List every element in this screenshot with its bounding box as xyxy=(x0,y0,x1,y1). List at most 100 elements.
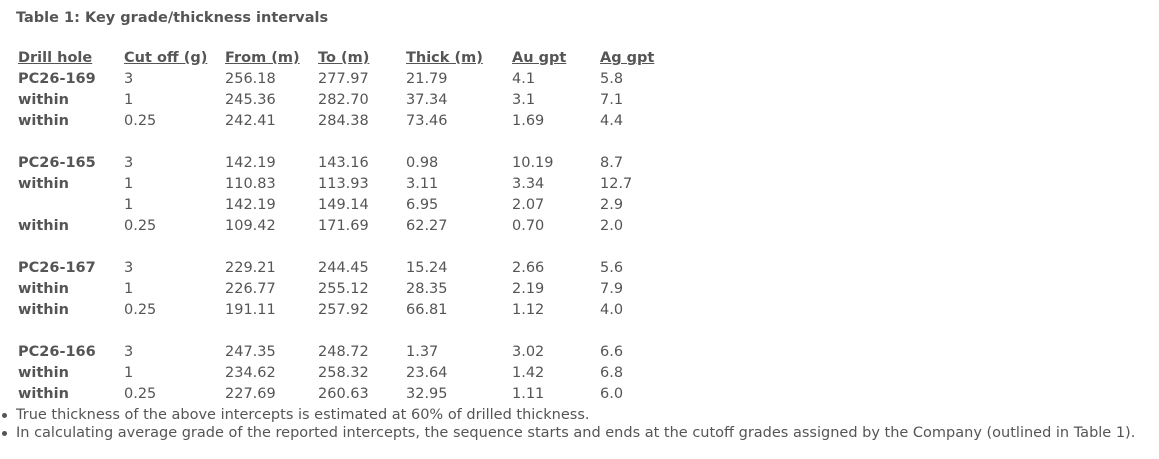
footnotes-list: True thickness of the above intercepts i… xyxy=(0,406,1135,442)
cell-ag-gpt: 2.0 xyxy=(600,218,624,234)
header-to: To (m) xyxy=(318,50,370,66)
table-row: within 1 226.77 255.12 28.35 2.19 7.9 xyxy=(14,279,664,300)
group-spacer xyxy=(14,321,664,342)
bullet-icon xyxy=(2,413,7,418)
cell-drill-hole: PC26-169 xyxy=(18,71,96,87)
table-row: PC26-166 3 247.35 248.72 1.37 3.02 6.6 xyxy=(14,342,664,363)
footnote-item: True thickness of the above intercepts i… xyxy=(0,406,1135,424)
cell-to: 244.45 xyxy=(318,260,369,276)
cell-drill-hole: PC26-166 xyxy=(18,344,96,360)
cell-drill-hole: within xyxy=(18,218,69,234)
cell-drill-hole: within xyxy=(18,92,69,108)
cell-drill-hole: within xyxy=(18,365,69,381)
footnote-text: In calculating average grade of the repo… xyxy=(16,425,1136,441)
cell-from: 234.62 xyxy=(225,365,276,381)
header-ag: Ag gpt xyxy=(600,50,655,66)
cell-cut-off: 1 xyxy=(124,176,134,192)
cell-from: 242.41 xyxy=(225,113,276,129)
cell-au-gpt: 1.42 xyxy=(512,365,545,381)
cell-to: 277.97 xyxy=(318,71,369,87)
cell-thick: 73.46 xyxy=(406,113,448,129)
cell-thick: 3.11 xyxy=(406,176,439,192)
cell-au-gpt: 3.02 xyxy=(512,344,545,360)
footnote-item: In calculating average grade of the repo… xyxy=(0,424,1135,442)
cell-thick: 23.64 xyxy=(406,365,448,381)
header-au: Au gpt xyxy=(512,50,567,66)
cell-au-gpt: 1.12 xyxy=(512,302,545,318)
footnote-text: True thickness of the above intercepts i… xyxy=(16,407,590,423)
table-row: within 0.25 242.41 284.38 73.46 1.69 4.4 xyxy=(14,111,664,132)
cell-to: 284.38 xyxy=(318,113,369,129)
cell-ag-gpt: 4.4 xyxy=(600,113,624,129)
cell-from: 109.42 xyxy=(225,218,276,234)
header-thick: Thick (m) xyxy=(406,50,483,66)
cell-to: 248.72 xyxy=(318,344,369,360)
cell-from: 142.19 xyxy=(225,155,276,171)
cell-cut-off: 0.25 xyxy=(124,218,157,234)
cell-from: 227.69 xyxy=(225,386,276,402)
table-caption: Table 1: Key grade/thickness intervals xyxy=(16,10,329,26)
header-cut-off: Cut off (g) xyxy=(124,50,208,66)
cell-to: 260.63 xyxy=(318,386,369,402)
cell-to: 171.69 xyxy=(318,218,369,234)
cell-ag-gpt: 4.0 xyxy=(600,302,624,318)
cell-ag-gpt: 5.8 xyxy=(600,71,624,87)
cell-from: 191.11 xyxy=(225,302,276,318)
table-row: within 1 110.83 113.93 3.11 3.34 12.7 xyxy=(14,174,664,195)
spacer-cell xyxy=(14,321,664,342)
cell-thick: 15.24 xyxy=(406,260,448,276)
table-row: within 1 245.36 282.70 37.34 3.1 7.1 xyxy=(14,90,664,111)
cell-cut-off: 1 xyxy=(124,92,134,108)
cell-ag-gpt: 7.9 xyxy=(600,281,624,297)
cell-to: 257.92 xyxy=(318,302,369,318)
group-spacer xyxy=(14,237,664,258)
cell-drill-hole: within xyxy=(18,113,69,129)
cell-thick: 28.35 xyxy=(406,281,448,297)
cell-cut-off: 1 xyxy=(124,197,134,213)
cell-cut-off: 0.25 xyxy=(124,302,157,318)
header-row: Drill hole Cut off (g) From (m) To (m) T… xyxy=(14,48,664,69)
cell-thick: 62.27 xyxy=(406,218,448,234)
cell-drill-hole: PC26-165 xyxy=(18,155,96,171)
cell-au-gpt: 3.34 xyxy=(512,176,545,192)
cell-thick: 37.34 xyxy=(406,92,448,108)
cell-cut-off: 3 xyxy=(124,344,134,360)
cell-thick: 0.98 xyxy=(406,155,439,171)
cell-ag-gpt: 6.0 xyxy=(600,386,624,402)
spacer-cell xyxy=(14,237,664,258)
cell-to: 113.93 xyxy=(318,176,369,192)
cell-thick: 6.95 xyxy=(406,197,439,213)
cell-au-gpt: 2.66 xyxy=(512,260,545,276)
cell-cut-off: 1 xyxy=(124,281,134,297)
table-row: within 1 234.62 258.32 23.64 1.42 6.8 xyxy=(14,363,664,384)
cell-cut-off: 1 xyxy=(124,365,134,381)
cell-thick: 21.79 xyxy=(406,71,448,87)
cell-thick: 1.37 xyxy=(406,344,439,360)
cell-thick: 66.81 xyxy=(406,302,448,318)
cell-au-gpt: 2.19 xyxy=(512,281,545,297)
table-row: within 0.25 109.42 171.69 62.27 0.70 2.0 xyxy=(14,216,664,237)
cell-au-gpt: 0.70 xyxy=(512,218,545,234)
cell-drill-hole: within xyxy=(18,386,69,402)
cell-to: 143.16 xyxy=(318,155,369,171)
cell-au-gpt: 2.07 xyxy=(512,197,545,213)
cell-to: 282.70 xyxy=(318,92,369,108)
cell-ag-gpt: 7.1 xyxy=(600,92,624,108)
cell-cut-off: 3 xyxy=(124,155,134,171)
cell-from: 247.35 xyxy=(225,344,276,360)
cell-from: 226.77 xyxy=(225,281,276,297)
table-row: within 0.25 227.69 260.63 32.95 1.11 6.0 xyxy=(14,384,664,405)
table-row: PC26-165 3 142.19 143.16 0.98 10.19 8.7 xyxy=(14,153,664,174)
cell-from: 142.19 xyxy=(225,197,276,213)
spacer-cell xyxy=(14,132,664,153)
cell-to: 255.12 xyxy=(318,281,369,297)
grade-thickness-table: Drill hole Cut off (g) From (m) To (m) T… xyxy=(14,48,664,405)
cell-cut-off: 0.25 xyxy=(124,113,157,129)
cell-ag-gpt: 8.7 xyxy=(600,155,624,171)
cell-ag-gpt: 6.6 xyxy=(600,344,624,360)
cell-ag-gpt: 6.8 xyxy=(600,365,624,381)
cell-drill-hole xyxy=(14,195,120,216)
header-from: From (m) xyxy=(225,50,300,66)
cell-au-gpt: 10.19 xyxy=(512,155,554,171)
cell-from: 245.36 xyxy=(225,92,276,108)
